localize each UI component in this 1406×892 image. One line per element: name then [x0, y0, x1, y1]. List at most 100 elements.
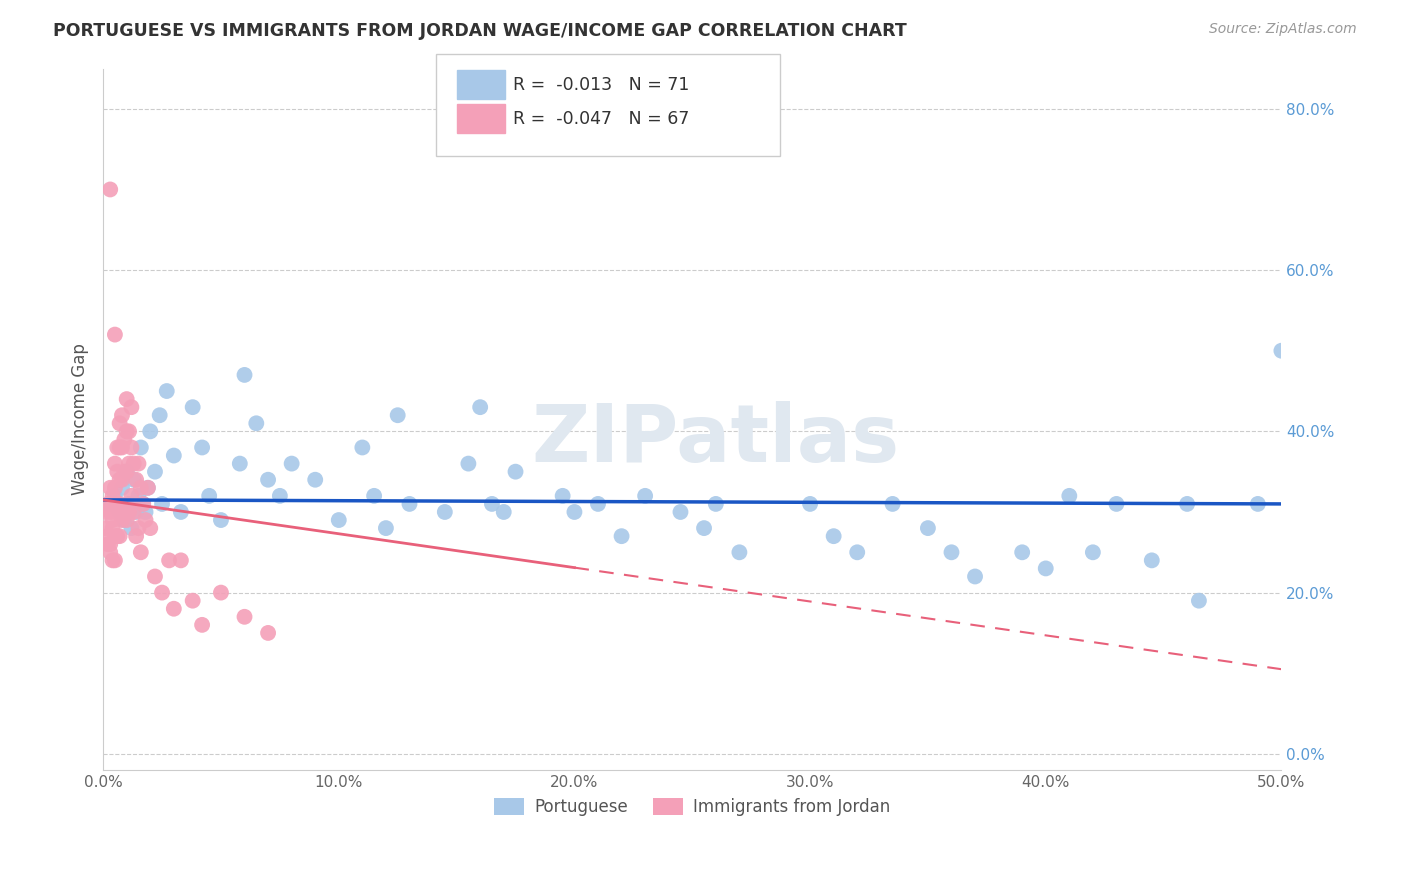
- Point: [94, 521, 117, 535]
- Point: [125, 505, 148, 519]
- Point: [112, 513, 135, 527]
- Legend: Portuguese, Immigrants from Jordan: Portuguese, Immigrants from Jordan: [486, 790, 898, 825]
- Point: [257, 626, 280, 640]
- Point: [118, 505, 141, 519]
- Point: [129, 481, 152, 495]
- Point: [97, 497, 120, 511]
- Point: [728, 545, 751, 559]
- Point: [108, 441, 131, 455]
- Point: [257, 473, 280, 487]
- Point: [120, 441, 142, 455]
- Point: [1247, 497, 1270, 511]
- Point: [963, 569, 986, 583]
- Y-axis label: Wage/Income Gap: Wage/Income Gap: [72, 343, 89, 495]
- Point: [328, 513, 350, 527]
- Point: [352, 441, 374, 455]
- Point: [398, 497, 420, 511]
- Point: [118, 457, 141, 471]
- Point: [129, 545, 152, 559]
- Point: [108, 505, 131, 519]
- Point: [97, 529, 120, 543]
- Point: [433, 505, 456, 519]
- Point: [118, 425, 141, 439]
- Point: [125, 529, 148, 543]
- Point: [1175, 497, 1198, 511]
- Point: [143, 569, 166, 583]
- Point: [917, 521, 939, 535]
- Point: [108, 473, 131, 487]
- Point: [191, 441, 214, 455]
- Point: [122, 505, 145, 519]
- Point: [149, 409, 172, 423]
- Point: [112, 465, 135, 479]
- Point: [136, 481, 159, 495]
- Point: [882, 497, 904, 511]
- Point: [98, 182, 121, 196]
- Point: [1270, 343, 1292, 358]
- Point: [374, 521, 396, 535]
- Point: [120, 521, 142, 535]
- Point: [481, 497, 503, 511]
- Point: [111, 481, 134, 495]
- Point: [98, 545, 121, 559]
- Point: [564, 505, 586, 519]
- Point: [704, 497, 727, 511]
- Point: [115, 465, 138, 479]
- Point: [139, 521, 162, 535]
- Point: [150, 497, 173, 511]
- Point: [135, 513, 157, 527]
- Point: [799, 497, 821, 511]
- Point: [170, 505, 193, 519]
- Point: [157, 553, 180, 567]
- Point: [115, 465, 138, 479]
- Point: [233, 609, 256, 624]
- Point: [111, 441, 134, 455]
- Point: [104, 481, 127, 495]
- Point: [551, 489, 574, 503]
- Point: [112, 433, 135, 447]
- Point: [693, 521, 716, 535]
- Point: [125, 473, 148, 487]
- Point: [163, 601, 186, 615]
- Point: [634, 489, 657, 503]
- Point: [209, 513, 232, 527]
- Point: [108, 497, 131, 511]
- Point: [111, 473, 134, 487]
- Point: [669, 505, 692, 519]
- Text: R =  -0.013   N = 71: R = -0.013 N = 71: [513, 76, 689, 94]
- Point: [101, 489, 124, 503]
- Point: [150, 585, 173, 599]
- Point: [586, 497, 609, 511]
- Point: [112, 505, 135, 519]
- Point: [363, 489, 385, 503]
- Text: R =  -0.047   N = 67: R = -0.047 N = 67: [513, 110, 689, 128]
- Point: [118, 497, 141, 511]
- Point: [105, 497, 128, 511]
- Point: [1105, 497, 1128, 511]
- Point: [122, 473, 145, 487]
- Point: [470, 400, 492, 414]
- Point: [111, 513, 134, 527]
- Point: [163, 449, 186, 463]
- Point: [610, 529, 633, 543]
- Text: Source: ZipAtlas.com: Source: ZipAtlas.com: [1209, 22, 1357, 37]
- Point: [115, 425, 138, 439]
- Point: [1081, 545, 1104, 559]
- Point: [191, 618, 214, 632]
- Point: [108, 417, 131, 431]
- Point: [97, 537, 120, 551]
- Point: [1188, 593, 1211, 607]
- Point: [127, 457, 149, 471]
- Point: [122, 457, 145, 471]
- Point: [136, 481, 159, 495]
- Point: [111, 409, 134, 423]
- Point: [181, 400, 204, 414]
- Point: [104, 327, 127, 342]
- Point: [108, 529, 131, 543]
- Point: [941, 545, 963, 559]
- Point: [139, 425, 162, 439]
- Point: [104, 505, 127, 519]
- Point: [101, 497, 124, 511]
- Point: [1035, 561, 1057, 575]
- Point: [229, 457, 252, 471]
